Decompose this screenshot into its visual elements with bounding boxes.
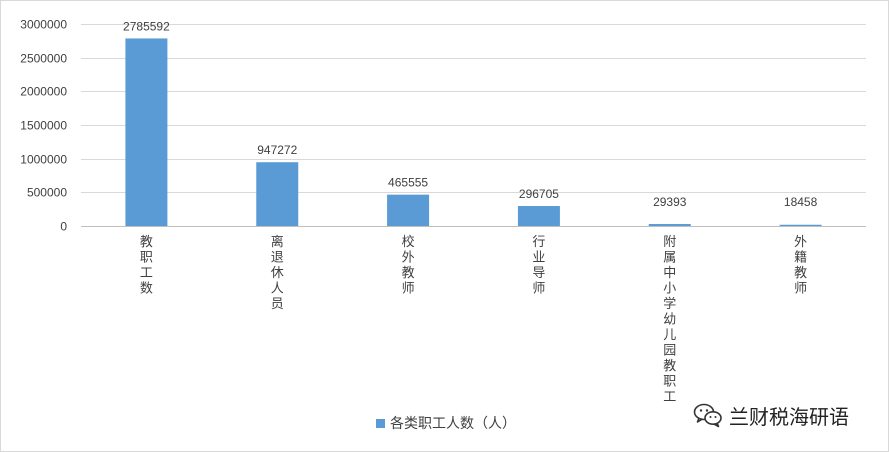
y-tick-label: 2000000: [20, 85, 67, 99]
data-label: 296705: [519, 187, 559, 201]
bars: [125, 38, 822, 227]
bar: [779, 224, 822, 226]
x-tick-label: 外籍教师: [794, 235, 807, 297]
data-label: 947272: [257, 143, 297, 157]
y-tick-label: 3000000: [20, 18, 67, 32]
x-tick-label: 教职工数: [140, 234, 153, 297]
y-tick-label: 1500000: [20, 119, 67, 133]
bar: [125, 38, 168, 227]
data-labels: 2785592 947272 465555 296705 29393 18458: [123, 19, 818, 209]
data-label: 18458: [784, 195, 818, 209]
wechat-icon: [693, 403, 722, 428]
bar: [517, 206, 560, 226]
y-axis-tick-labels: 0 500000 1000000 1500000 2000000 2500000 30000…: [20, 18, 67, 234]
bar: [256, 162, 299, 226]
watermark-text: 兰财税海研语: [729, 404, 849, 429]
y-tick-label: 1000000: [20, 153, 67, 167]
x-tick-label: 校外教师: [402, 234, 415, 297]
legend: 各类职工人数（人）: [376, 413, 516, 433]
y-tick-label: 2500000: [20, 52, 67, 66]
x-axis-tick-labels: 教职工数 离退休人员 校外教师 行业导师 附属中小学幼儿园教职工 外籍教师: [140, 234, 807, 405]
legend-swatch: [376, 418, 385, 428]
data-label: 29393: [653, 195, 687, 209]
y-tick-label: 0: [60, 220, 67, 234]
x-tick-label: 行业导师: [532, 235, 545, 297]
gridlines: [81, 24, 866, 227]
bar: [648, 224, 691, 226]
watermark: 兰财税海研语: [693, 399, 849, 431]
y-tick-label: 500000: [27, 186, 67, 200]
data-label: 2785592: [123, 19, 170, 33]
legend-label: 各类职工人数（人）: [390, 416, 516, 432]
x-tick-label: 离退休人员: [271, 234, 284, 312]
x-tick-label: 附属中小学幼儿园教职工: [663, 235, 676, 405]
bar: [387, 194, 430, 226]
data-label: 465555: [388, 176, 428, 190]
